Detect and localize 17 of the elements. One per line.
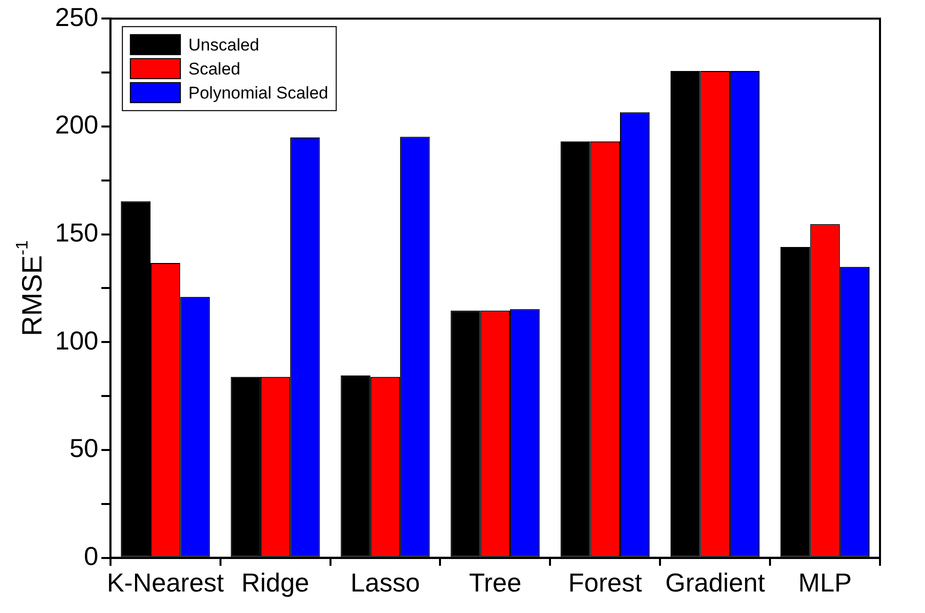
x-tick-label: Tree [468,568,522,598]
y-tick-label: 0 [84,540,98,571]
y-tick-label: 200 [54,110,98,140]
legend-label: Polynomial Scaled [188,83,328,102]
x-tick-label: Gradient [665,568,766,598]
y-axis-title: RMSE-1 [12,240,48,336]
y-tick-label: 250 [54,2,98,32]
x-tick-label: Lasso [350,568,420,598]
x-tick-label: Ridge [241,568,310,598]
x-tick-label: Forest [568,568,643,598]
legend-label: Scaled [188,59,240,78]
legend-label: Unscaled [188,35,260,54]
y-tick-label: 50 [69,433,98,464]
y-tick-label: 150 [54,217,98,248]
x-tick-label: MLP [798,568,852,598]
x-tick-label: K-Nearest [106,568,225,598]
y-tick-label: 100 [54,325,98,356]
